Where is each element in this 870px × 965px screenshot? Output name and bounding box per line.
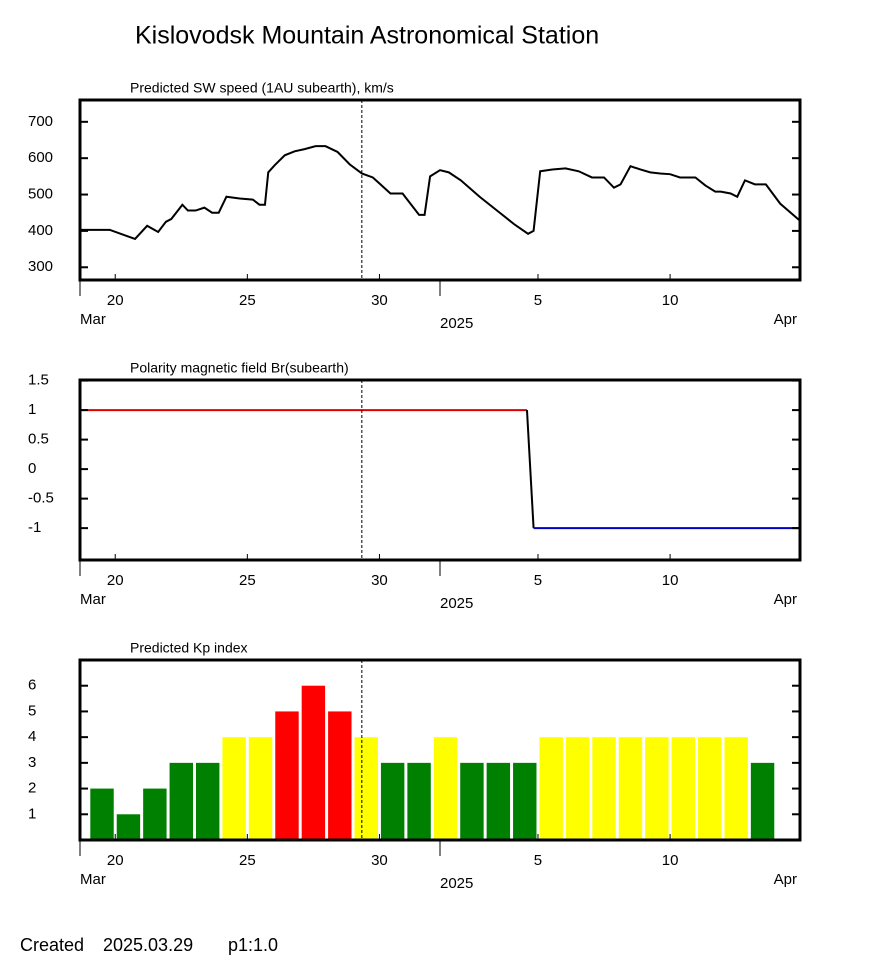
kp-bar bbox=[328, 711, 352, 840]
kp-bar bbox=[380, 762, 405, 840]
x-tick-label: 5 bbox=[534, 852, 542, 869]
y-tick-label: 3 bbox=[28, 754, 36, 771]
month-label: Apr bbox=[774, 591, 797, 608]
kp-bar bbox=[222, 737, 246, 840]
kp-bar bbox=[565, 737, 590, 840]
x-tick-label: 25 bbox=[239, 572, 256, 589]
y-tick-label: 1.5 bbox=[28, 372, 49, 389]
x-tick-label: 20 bbox=[107, 572, 124, 589]
kp-bar bbox=[513, 762, 537, 840]
kp-bar bbox=[195, 762, 220, 840]
plot-frame bbox=[78, 378, 802, 562]
kp-bar bbox=[169, 762, 193, 840]
kp-bar bbox=[354, 737, 378, 840]
month-label: Apr bbox=[774, 871, 797, 888]
kp-bar bbox=[116, 814, 141, 840]
kp-bar bbox=[618, 737, 643, 840]
footer-page: p1:1.0 bbox=[228, 935, 278, 955]
kp-bar bbox=[486, 762, 511, 840]
x-tick-label: 25 bbox=[239, 292, 256, 309]
plot-frame bbox=[78, 658, 802, 842]
x-tick-label: 10 bbox=[662, 572, 679, 589]
kp-bar bbox=[301, 685, 326, 840]
kp-bar bbox=[698, 737, 722, 840]
kp-bar bbox=[248, 737, 273, 840]
footer-date: 2025.03.29 bbox=[103, 935, 193, 955]
year-label: 2025 bbox=[440, 875, 473, 892]
y-tick-label: 5 bbox=[28, 702, 36, 719]
x-tick-label: 10 bbox=[662, 852, 679, 869]
kp-bar bbox=[433, 737, 458, 840]
month-label: Apr bbox=[774, 311, 797, 328]
footer-label: Created bbox=[20, 935, 84, 955]
month-label: Mar bbox=[80, 311, 106, 328]
kp-bar bbox=[90, 788, 114, 840]
y-tick-label: 4 bbox=[28, 728, 36, 745]
y-tick-label: 0.5 bbox=[28, 431, 49, 448]
y-tick-label: 500 bbox=[28, 186, 53, 203]
kp-bar bbox=[645, 737, 669, 840]
y-tick-label: 1 bbox=[28, 401, 36, 418]
kp-bar bbox=[671, 737, 696, 840]
x-tick-label: 25 bbox=[239, 852, 256, 869]
x-tick-label: 20 bbox=[107, 292, 124, 309]
x-tick-label: 5 bbox=[534, 572, 542, 589]
polarity-segment bbox=[525, 410, 535, 529]
x-tick-label: 30 bbox=[371, 852, 388, 869]
month-label: Mar bbox=[80, 591, 106, 608]
y-tick-label: 6 bbox=[28, 677, 36, 694]
year-label: 2025 bbox=[440, 595, 473, 612]
y-tick-label: 700 bbox=[28, 113, 53, 130]
x-tick-label: 10 bbox=[662, 292, 679, 309]
y-tick-label: -1 bbox=[28, 519, 41, 536]
year-label: 2025 bbox=[440, 315, 473, 332]
y-tick-label: 0 bbox=[28, 460, 36, 477]
kp-bar bbox=[407, 762, 431, 840]
sw-speed-line bbox=[80, 145, 801, 241]
kp-bar bbox=[750, 762, 775, 840]
panel-title: Polarity magnetic field Br(subearth) bbox=[130, 360, 349, 376]
y-tick-label: -0.5 bbox=[28, 490, 54, 507]
y-tick-label: 600 bbox=[28, 149, 53, 166]
kp-bar bbox=[724, 737, 748, 840]
kp-bar bbox=[460, 762, 484, 840]
month-label: Mar bbox=[80, 871, 106, 888]
y-tick-label: 300 bbox=[28, 258, 53, 275]
x-tick-label: 30 bbox=[371, 572, 388, 589]
page-title: Kislovodsk Mountain Astronomical Station bbox=[135, 22, 599, 50]
kp-bar bbox=[143, 788, 167, 840]
kp-bar bbox=[539, 737, 563, 840]
y-tick-label: 400 bbox=[28, 222, 53, 239]
y-tick-label: 1 bbox=[28, 805, 36, 822]
kp-bar bbox=[592, 737, 616, 840]
x-tick-label: 20 bbox=[107, 852, 124, 869]
x-tick-label: 30 bbox=[371, 292, 388, 309]
plot-frame bbox=[78, 98, 802, 282]
panel-title: Predicted Kp index bbox=[130, 640, 248, 656]
x-tick-label: 5 bbox=[534, 292, 542, 309]
y-tick-label: 2 bbox=[28, 780, 36, 797]
kp-bar bbox=[275, 711, 299, 840]
panel-title: Predicted SW speed (1AU subearth), km/s bbox=[130, 80, 394, 96]
